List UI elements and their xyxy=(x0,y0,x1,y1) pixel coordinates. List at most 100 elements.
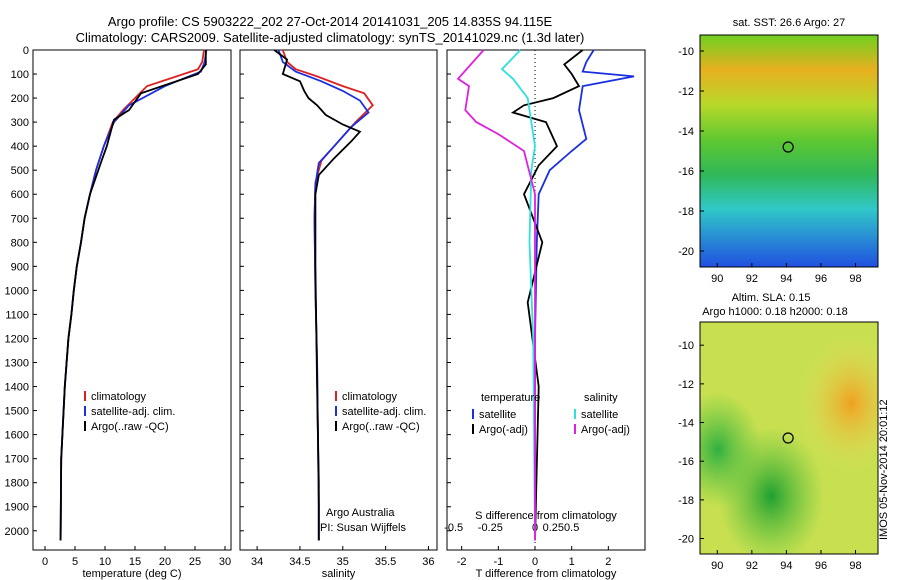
y-tick-label: 300 xyxy=(11,117,29,129)
panel-frame-3 xyxy=(446,49,646,551)
map-title: Altim. SLA: 0.15 xyxy=(732,292,811,304)
map-y-tick-label: -12 xyxy=(678,86,694,98)
legend-label: satellite-adj. clim. xyxy=(91,406,175,418)
y-tick-label: 1000 xyxy=(5,285,29,297)
map-y-tick-label: -20 xyxy=(678,246,694,258)
map-x-tick-label: 92 xyxy=(746,273,758,285)
footer-timestamp: IMOS 05-Nov-2014 20:01:12 xyxy=(878,399,890,540)
x-tick-label: 0 xyxy=(532,556,538,568)
y-tick-label: 1600 xyxy=(5,430,29,442)
map-y-tick-label: -20 xyxy=(678,534,694,546)
y-tick-label: 900 xyxy=(11,261,29,273)
legend-label: Argo(..raw -QC) xyxy=(91,421,169,433)
map-title: sat. SST: 26.6 Argo: 27 xyxy=(733,17,846,29)
legend-label: Argo(-adj) xyxy=(479,424,528,436)
x-tick-label: 5 xyxy=(72,556,78,568)
x2-tick-label: -0.25 xyxy=(478,522,503,534)
map-x-tick-label: 90 xyxy=(711,560,723,572)
y-tick-label: 2000 xyxy=(5,526,29,538)
x-tick-label: 10 xyxy=(99,556,111,568)
series-line-3 xyxy=(273,49,362,541)
map-x-tick-label: 96 xyxy=(815,560,827,572)
x-tick-label: 1 xyxy=(569,556,575,568)
annotation-line-1: Argo Australia xyxy=(326,507,395,519)
map-1-field xyxy=(699,34,879,268)
map-x-tick-label: 98 xyxy=(849,560,861,572)
x2-tick-label: 0.5 xyxy=(564,522,579,534)
x-tick-label: 34.5 xyxy=(289,556,310,568)
y-tick-label: 1700 xyxy=(5,454,29,466)
x-tick-label: 36 xyxy=(422,556,434,568)
x-tick-label: -2 xyxy=(457,556,467,568)
x-tick-label: 34 xyxy=(251,556,263,568)
map-y-tick-label: -14 xyxy=(678,418,694,430)
x-axis-label: T difference from climatology xyxy=(476,568,617,580)
y-tick-label: 600 xyxy=(11,189,29,201)
x-tick-label: 0 xyxy=(42,556,48,568)
map-y-tick-label: -14 xyxy=(678,126,694,138)
x-tick-label: 35.5 xyxy=(375,556,396,568)
legend-label: satellite xyxy=(479,409,516,421)
map-y-tick-label: -18 xyxy=(678,495,694,507)
y-tick-label: 400 xyxy=(11,141,29,153)
series-line-2 xyxy=(510,49,584,541)
series-line-3 xyxy=(500,49,536,541)
x-tick-label: 2 xyxy=(605,556,611,568)
x-axis-label: temperature (deg C) xyxy=(82,568,181,580)
map-y-tick-label: -16 xyxy=(678,166,694,178)
map-2-low-anomaly-west xyxy=(700,322,878,554)
x-tick-label: -1 xyxy=(493,556,503,568)
y-tick-label: 200 xyxy=(11,93,29,105)
x2-tick-label: 0.25 xyxy=(543,522,564,534)
y-tick-label: 1800 xyxy=(5,478,29,490)
argo-location-marker xyxy=(782,432,794,444)
map-y-tick-label: -18 xyxy=(678,206,694,218)
y-tick-label: 700 xyxy=(11,213,29,225)
x-tick-label: 15 xyxy=(129,556,141,568)
series-line-3 xyxy=(59,50,207,541)
y-tick-label: 1200 xyxy=(5,333,29,345)
map-y-tick-label: -10 xyxy=(678,340,694,352)
y-tick-label: 0 xyxy=(23,45,29,57)
x-tick-label: 20 xyxy=(159,556,171,568)
y-tick-label: 1300 xyxy=(5,358,29,370)
map-y-tick-label: -16 xyxy=(678,456,694,468)
panel-frame-1 xyxy=(32,49,232,551)
series-line-4 xyxy=(456,49,536,541)
map-x-tick-label: 90 xyxy=(711,273,723,285)
x2-axis-label: S difference from climatology xyxy=(475,510,617,522)
x-tick-label: 30 xyxy=(219,556,231,568)
legend-label: climatology xyxy=(342,391,398,403)
map-x-tick-label: 92 xyxy=(746,560,758,572)
x-tick-label: 35 xyxy=(337,556,349,568)
y-tick-label: 1500 xyxy=(5,406,29,418)
x-axis-label: salinity xyxy=(322,568,356,580)
legend-title-salinity: salinity xyxy=(584,392,618,404)
y-tick-label: 1100 xyxy=(5,309,29,321)
y-tick-label: 1900 xyxy=(5,502,29,514)
y-tick-label: 500 xyxy=(11,165,29,177)
legend-title-temperature: temperature xyxy=(481,392,540,404)
legend-label: Argo(..raw -QC) xyxy=(342,421,420,433)
argo-location-marker xyxy=(782,141,794,153)
panel-frame-2 xyxy=(239,49,438,551)
y-tick-label: 1400 xyxy=(5,382,29,394)
map-subtitle: Argo h1000: 0.18 h2000: 0.18 xyxy=(702,306,848,318)
map-x-tick-label: 94 xyxy=(780,560,792,572)
title-line-1: Argo profile: CS 5903222_202 27-Oct-2014… xyxy=(107,14,553,29)
legend-label: Argo(-adj) xyxy=(581,424,630,436)
annotation-line-2: PI: Susan Wijffels xyxy=(320,522,406,534)
x2-tick-label: -0.5 xyxy=(444,522,463,534)
map-x-tick-label: 94 xyxy=(780,273,792,285)
map-2-frame xyxy=(699,321,879,555)
y-tick-label: 800 xyxy=(11,237,29,249)
map-y-tick-label: -12 xyxy=(678,379,694,391)
title-line-2: Climatology: CARS2009. Satellite-adjuste… xyxy=(75,30,585,45)
legend-label: satellite xyxy=(581,409,618,421)
legend-label: climatology xyxy=(91,391,147,403)
map-x-tick-label: 98 xyxy=(849,273,861,285)
map-x-tick-label: 96 xyxy=(815,273,827,285)
legend-label: satellite-adj. clim. xyxy=(342,406,426,418)
x-tick-label: 25 xyxy=(189,556,201,568)
